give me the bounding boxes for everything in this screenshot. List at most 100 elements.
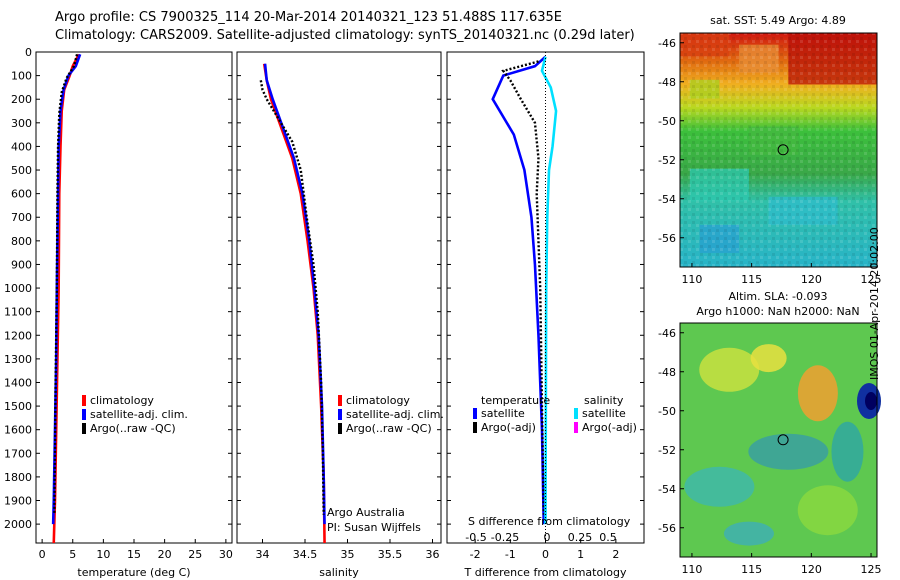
sst-title: sat. SST: 5.49 Argo: 4.89	[710, 14, 846, 27]
depth-tick-label: 2000	[4, 518, 32, 531]
depth-tick-label: 1300	[4, 353, 32, 366]
salinity-series-argo	[259, 80, 325, 515]
legend-label: Argo(-adj)	[481, 421, 536, 434]
legend-swatch	[574, 422, 578, 433]
depth-tick-label: 200	[11, 93, 32, 106]
difference-xlabel: T difference from climatology	[464, 566, 627, 579]
depth-tick-label: 1000	[4, 282, 32, 295]
sla_map-ytick-label: -54	[658, 483, 676, 496]
legend-swatch	[82, 423, 86, 434]
depth-tick-label: 1500	[4, 400, 32, 413]
sst_map-ytick-label: -54	[658, 193, 676, 206]
sla-subtitle: Argo h1000: NaN h2000: NaN	[696, 305, 859, 318]
depth-tick-label: 600	[11, 188, 32, 201]
depth-tick-label: 1600	[4, 424, 32, 437]
legend-salinity-title: salinity	[584, 394, 624, 407]
sst_map-ytick-label: -52	[658, 154, 676, 167]
difference-series-satellite	[491, 55, 547, 525]
panel-temperature: 0100200300400500600700800900100011001200…	[4, 46, 233, 579]
sdiff-label: S difference from climatology	[468, 515, 631, 528]
depth-tick-label: 1200	[4, 329, 32, 342]
sla_map-ytick-label: -48	[658, 366, 676, 379]
legend-label: satellite-adj. clim.	[346, 408, 444, 421]
sla_map-xtick-label: 115	[741, 563, 762, 576]
legend-label: Argo(-adj)	[582, 421, 637, 434]
depth-tick-label: 400	[11, 140, 32, 153]
sst_map-frame	[679, 32, 878, 268]
sla_map-frame	[679, 322, 878, 558]
legend-swatch	[82, 409, 86, 420]
temperature-xtick-label: 5	[69, 548, 76, 561]
sla-blob	[831, 421, 864, 482]
pi-label: PI: Susan Wijffels	[327, 521, 421, 534]
argo-position-marker	[777, 144, 789, 156]
temperature-series-satellite	[51, 53, 82, 525]
temperature-xtick-label: 30	[219, 548, 233, 561]
legend-label: Argo(..raw -QC)	[346, 422, 432, 435]
temperature-frame	[35, 51, 233, 544]
salinity-frame	[236, 51, 442, 544]
legend-swatch	[338, 423, 342, 434]
sla_map-ytick-label: -56	[658, 522, 676, 535]
sla-blob	[699, 347, 760, 392]
depth-tick-label: 100	[11, 70, 32, 83]
sla_map-ytick-label: -46	[658, 327, 676, 340]
difference-xtick-label: 2	[612, 548, 619, 561]
climatology-title: Climatology: CARS2009. Satellite-adjuste…	[55, 28, 635, 43]
map-sla_map: -46 -48 -50 -52 -54 -56 110 115 120 125 Altim. SLA…	[658, 290, 881, 576]
depth-tick-label: 500	[11, 164, 32, 177]
difference-xtick-label: -2	[470, 548, 481, 561]
depth-tick-label: 800	[11, 235, 32, 248]
sdiff-tick-label: -0.25	[491, 531, 519, 544]
sla_map-xtick-label: 110	[681, 563, 702, 576]
argo-position-marker	[777, 434, 789, 446]
salinity-xtick-label: 35.5	[378, 548, 403, 561]
temperature-xtick-label: 15	[127, 548, 141, 561]
sst_map-ytick-label: -56	[658, 232, 676, 245]
imos-credit: IMOS 01-Apr-2014 20:02:00	[868, 227, 881, 380]
sdiff-tick-label: 0	[544, 531, 551, 544]
sst_map-ytick-label: -46	[658, 37, 676, 50]
temperature-xtick-label: 25	[188, 548, 202, 561]
sla-low-core	[865, 392, 877, 410]
legend-temperature-title: temperature	[481, 394, 550, 407]
depth-tick-label: 300	[11, 117, 32, 130]
legend-swatch	[473, 422, 477, 433]
sla_map-xtick-label: 120	[801, 563, 822, 576]
depth-tick-label: 0	[25, 46, 32, 59]
temperature-xtick-label: 20	[158, 548, 172, 561]
sla-blob	[723, 521, 774, 546]
depth-tick-label: 900	[11, 258, 32, 271]
temperature-xtick-label: 10	[96, 548, 110, 561]
salinity-xtick-label: 36	[426, 548, 440, 561]
difference-xtick-label: -1	[505, 548, 516, 561]
temperature-series-argo	[53, 54, 79, 515]
sst_map-xtick-label: 120	[801, 273, 822, 286]
sla_map-ytick-label: -52	[658, 444, 676, 457]
sla_map-ytick-label: -50	[658, 405, 676, 418]
sdiff-tick-label: -0.5	[465, 531, 486, 544]
difference-series-argo	[501, 60, 545, 515]
salinity-xtick-label: 34	[256, 548, 270, 561]
map-sst_map: -46 -48 -50 -52 -54 -56 110 115 120 125 sat. SST: …	[658, 14, 881, 286]
depth-tick-label: 1400	[4, 376, 32, 389]
profile-title: Argo profile: CS 7900325_114 20-Mar-2014…	[55, 10, 563, 25]
sst_map-ytick-label: -50	[658, 115, 676, 128]
legend-label: climatology	[346, 394, 410, 407]
temperature-xlabel: temperature (deg C)	[77, 566, 190, 579]
legend-swatch	[473, 408, 477, 419]
panel-salinity: 34 34.5 35 35.5 36 salinity climatologysatelli…	[236, 51, 444, 579]
sdiff-tick-label: 0.25	[568, 531, 593, 544]
sst_map-xtick-label: 110	[681, 273, 702, 286]
sla-blob	[684, 466, 755, 507]
legend-label: climatology	[90, 394, 154, 407]
temperature-xtick-label: 0	[39, 548, 46, 561]
argo-australia-label: Argo Australia	[327, 506, 405, 519]
depth-tick-label: 1100	[4, 306, 32, 319]
difference-series-satellite	[540, 56, 558, 525]
sst_map-ytick-label: -48	[658, 76, 676, 89]
sst_map-xtick-label: 125	[861, 273, 882, 286]
legend-swatch	[82, 395, 86, 406]
salinity-series-satellite	[263, 63, 326, 525]
